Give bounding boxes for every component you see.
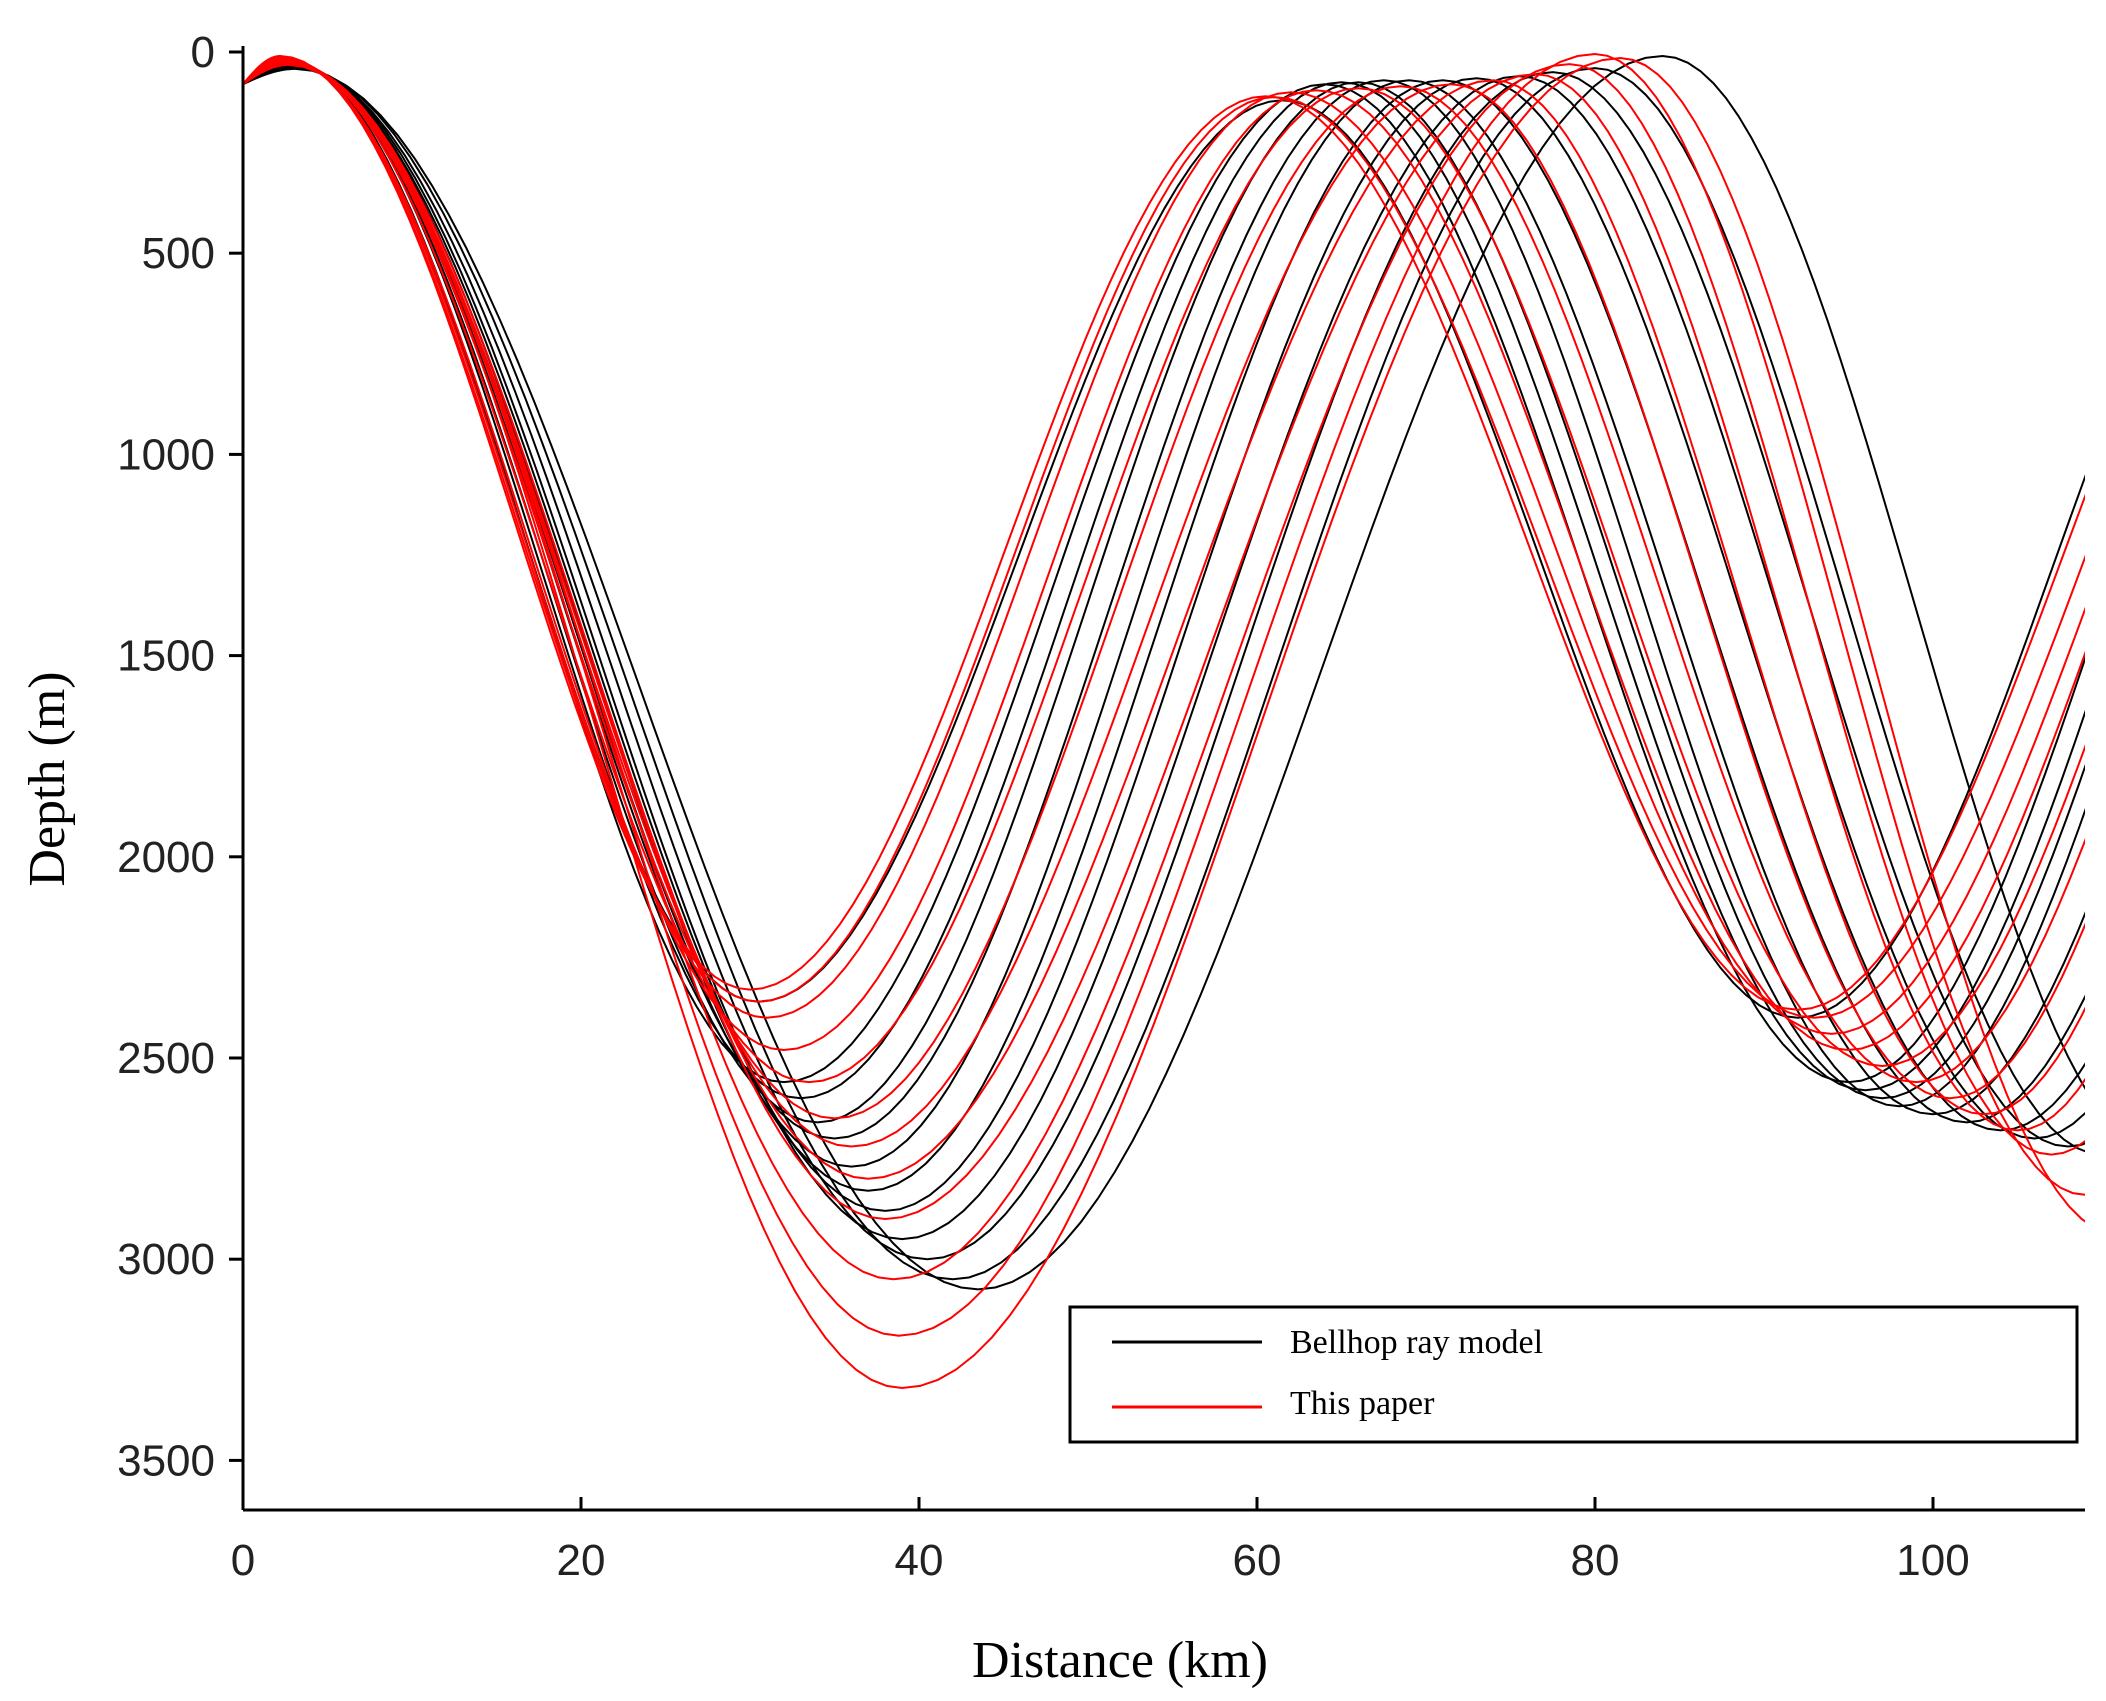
y-tick-label: 500 — [142, 229, 215, 278]
y-tick-label: 3500 — [117, 1436, 215, 1485]
x-tick-label: 60 — [1233, 1536, 1282, 1585]
ray-bellhop-ray-model — [243, 63, 2085, 1192]
legend-label-bellhop: Bellhop ray model — [1290, 1324, 1543, 1361]
ray-this-paper — [243, 52, 2085, 1337]
legend-label-this-paper: This paper — [1290, 1385, 1435, 1422]
y-axis-title: Depth (m) — [19, 671, 76, 886]
y-tick-label: 0 — [191, 28, 215, 77]
x-tick-label: 0 — [231, 1536, 255, 1585]
ray-this-paper — [243, 58, 2085, 1120]
axes — [241, 46, 2085, 1512]
ray-this-paper — [243, 56, 2085, 1390]
x-tick-label: 20 — [557, 1536, 606, 1585]
ray-this-paper — [243, 59, 2085, 1148]
ray-bellhop-ray-model — [243, 63, 2085, 1168]
ray-bellhop-ray-model — [243, 62, 2085, 1140]
x-tick-label: 100 — [1896, 1536, 1969, 1585]
y-tick-label: 1000 — [117, 430, 215, 479]
x-tick-label: 80 — [1571, 1536, 1620, 1585]
legend-box — [1068, 1305, 2079, 1444]
ray-bellhop-ray-model — [243, 54, 2085, 1291]
y-tick-label: 2000 — [117, 833, 215, 882]
ray-this-paper — [243, 62, 2085, 1281]
legend: Bellhop ray model This paper — [1068, 1305, 2079, 1444]
ray-bellhop-ray-model — [243, 65, 2085, 1241]
ray-this-paper — [243, 58, 2085, 1084]
ray-bellhop-ray-model — [243, 64, 2085, 1212]
y-tick-label: 3000 — [117, 1235, 215, 1284]
ray-this-paper — [243, 55, 2085, 1019]
y-ticks: 0 500 1000 1500 2000 2500 3000 3500 — [117, 28, 243, 1485]
y-tick-label: 2500 — [117, 1034, 215, 1083]
ray-traces — [243, 52, 2085, 1390]
x-tick-label: 40 — [895, 1536, 944, 1585]
ray-bellhop-ray-model — [243, 61, 2085, 1124]
x-ticks: 0 20 40 60 80 100 — [231, 1497, 1970, 1585]
ray-this-paper — [243, 57, 2085, 1052]
ray-this-paper — [243, 60, 2085, 1180]
x-axis-title: Distance (km) — [972, 1632, 1268, 1689]
y-tick-label: 1500 — [117, 632, 215, 681]
